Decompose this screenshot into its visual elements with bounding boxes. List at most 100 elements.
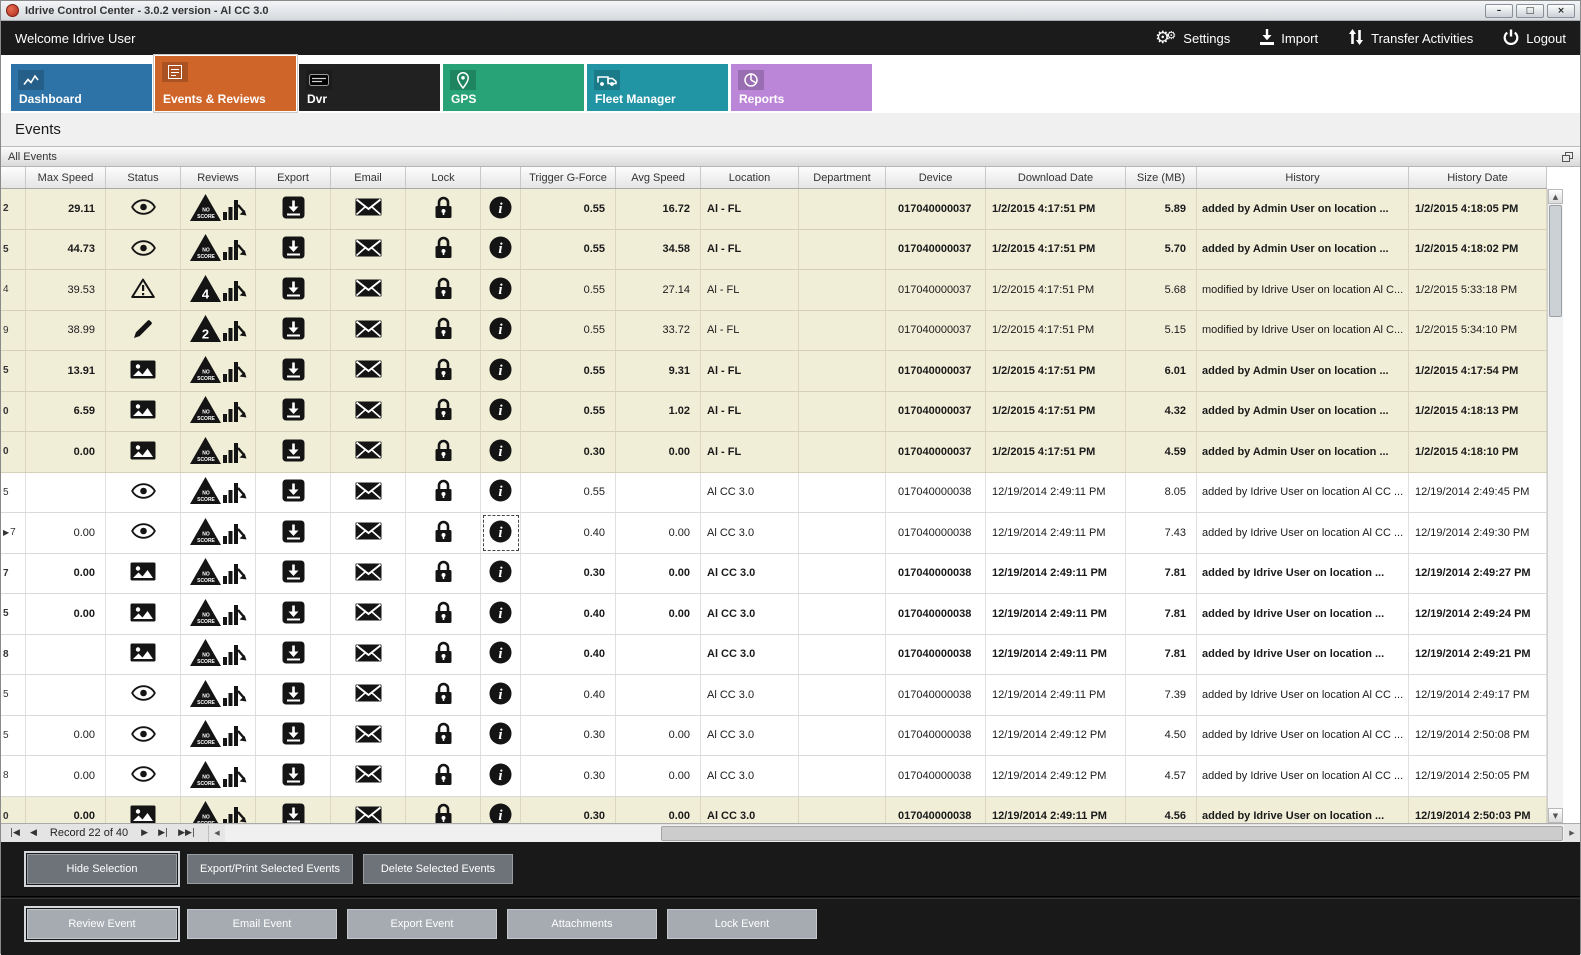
logout-button[interactable]: Logout [1503,29,1566,48]
cell-status picture-icon[interactable] [106,391,181,431]
cell-export[interactable] [256,594,331,634]
cell-email[interactable] [331,229,406,269]
column-header-download-date[interactable]: Download Date [986,167,1126,188]
email-event-button[interactable]: Email Event [187,909,337,939]
cell-export[interactable] [256,270,331,310]
horizontal-scrollbar[interactable]: ◀ ▶ [207,824,1580,842]
last-record-button[interactable]: ▶| [158,828,169,838]
transfer-activities-button[interactable]: Transfer Activities [1348,28,1473,48]
cell-export[interactable] [256,391,331,431]
cell-status picture-icon[interactable] [106,432,181,472]
table-row[interactable]: 5 13.91 NO SCORE i 0.55 9.31 Al - FL 01704000003… [1,351,1547,392]
cell-export[interactable] [256,634,331,674]
cell-export[interactable] [256,675,331,715]
cell-reviews[interactable]: 4 [181,270,256,310]
cell-info[interactable]: i [481,634,521,674]
cell-status eye-icon[interactable] [106,513,181,553]
cell-lock[interactable] [406,432,481,472]
cell-info[interactable]: i [481,432,521,472]
cell-email[interactable] [331,634,406,674]
cell-export[interactable] [256,351,331,391]
import-button[interactable]: Import [1260,28,1318,48]
review-event-button[interactable]: Review Event [27,909,177,939]
cell-lock[interactable] [406,310,481,350]
cell-lock[interactable] [406,634,481,674]
cell-lock[interactable] [406,270,481,310]
tab-events-reviews[interactable]: Events & Reviews [155,56,296,111]
export-event-button[interactable]: Export Event [347,909,497,939]
tab-dvr[interactable]: Dvr [299,64,440,111]
table-row[interactable]: 5 0.00 NO SCORE i 0.40 0.00 Al CC 3.0 0170400000… [1,594,1547,635]
column-header-status[interactable]: Status [106,167,181,188]
hide-selection-button[interactable]: Hide Selection [27,854,177,884]
cell-lock[interactable] [406,189,481,229]
cell-status picture-icon[interactable] [106,351,181,391]
settings-button[interactable]: ⚙⚙ Settings [1155,27,1231,48]
horizontal-scrollbar-thumb[interactable] [661,825,1563,841]
cell-email[interactable] [331,351,406,391]
cell-lock[interactable] [406,513,481,553]
table-row[interactable]: 5 44.73 NO SCORE i 0.55 34.58 Al - FL 0170400000… [1,229,1547,270]
cell-info[interactable]: i [481,270,521,310]
table-row[interactable]: 8 0.00 NO SCORE i 0.30 0.00 Al CC 3.0 0170400000… [1,756,1547,797]
cell-export[interactable] [256,432,331,472]
cell-export[interactable] [256,756,331,796]
cell-info[interactable]: i [481,472,521,512]
cell-info[interactable]: i [481,391,521,431]
cell-reviews[interactable]: 2 [181,310,256,350]
cell-email[interactable] [331,189,406,229]
tab-gps[interactable]: GPS [443,64,584,111]
cell-export[interactable] [256,229,331,269]
cell-info[interactable]: i [481,513,521,553]
cell-email[interactable] [331,432,406,472]
table-row[interactable]: 5 NO SCORE i 0.55 Al CC 3.0 017040000038 12/19/… [1,472,1547,513]
table-row[interactable]: 0 6.59 NO SCORE i 0.55 1.02 Al - FL 017040000037… [1,391,1547,432]
cell-email[interactable] [331,553,406,593]
cell-info[interactable]: i [481,796,521,823]
cell-info[interactable]: i [481,351,521,391]
cell-lock[interactable] [406,715,481,755]
cell-lock[interactable] [406,391,481,431]
cell-email[interactable] [331,756,406,796]
cell-info[interactable]: i [481,594,521,634]
table-row[interactable]: 9 38.99 2 i 0.55 33.72 Al - FL 017040000037 1/2/… [1,310,1547,351]
next-record-button[interactable]: ▶ [141,828,149,838]
cell-status eye-icon[interactable] [106,229,181,269]
cell-lock[interactable] [406,675,481,715]
cell-status picture-icon[interactable] [106,796,181,823]
cell-lock[interactable] [406,594,481,634]
cell-status eye-icon[interactable] [106,675,181,715]
cell-status eye-icon[interactable] [106,472,181,512]
column-header-department[interactable]: Department [799,167,886,188]
cell-email[interactable] [331,513,406,553]
table-row[interactable]: 7 0.00 NO SCORE i 0.30 0.00 Al CC 3.0 0170400000… [1,553,1547,594]
cell-email[interactable] [331,310,406,350]
column-header-history-date[interactable]: History Date [1409,167,1547,188]
cell-email[interactable] [331,715,406,755]
column-header-max-speed[interactable]: Max Speed [26,167,106,188]
cell-export[interactable] [256,513,331,553]
table-row[interactable]: ▶ 7 0.00 NO SCORE i 0.40 0.00 Al CC 3.0 017040000… [1,513,1547,554]
vertical-scrollbar-thumb[interactable] [1549,205,1562,317]
cell-status eye-icon[interactable] [106,189,181,229]
minimize-button[interactable]: – [1485,3,1513,18]
cell-export[interactable] [256,715,331,755]
column-header-trigger-g-force[interactable]: Trigger G-Force [521,167,616,188]
scroll-right-icon[interactable]: ▶ [1564,824,1580,842]
cell-export[interactable] [256,553,331,593]
cell-info[interactable]: i [481,553,521,593]
column-header-device[interactable]: Device [886,167,986,188]
next-page-button[interactable]: ▶▶| [178,828,195,838]
tab-dashboard[interactable]: Dashboard [11,64,152,111]
table-row[interactable]: 2 29.11 NO SCORE i 0.55 16.72 Al - FL 0170400000… [1,189,1547,230]
vertical-scrollbar[interactable]: ▲ ▼ [1547,189,1563,823]
